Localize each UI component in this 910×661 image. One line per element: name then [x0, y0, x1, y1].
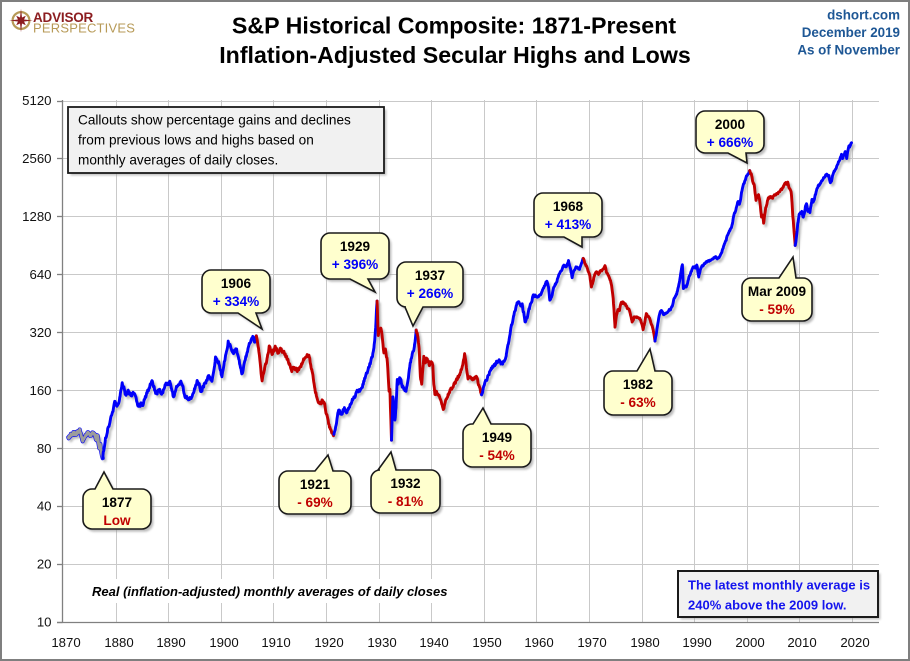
svg-text:+ 334%: + 334% [213, 294, 259, 309]
svg-text:1982: 1982 [623, 377, 654, 392]
svg-text:1920: 1920 [314, 635, 343, 650]
svg-text:1930: 1930 [367, 635, 396, 650]
svg-text:80: 80 [37, 441, 52, 456]
svg-text:- 81%: - 81% [388, 494, 424, 509]
svg-text:640: 640 [29, 267, 51, 282]
svg-text:2000: 2000 [735, 635, 764, 650]
svg-text:+ 413%: + 413% [545, 217, 591, 232]
svg-text:Low: Low [103, 513, 131, 528]
svg-text:2000: 2000 [715, 117, 745, 132]
svg-text:1940: 1940 [419, 635, 448, 650]
svg-text:+ 266%: + 266% [407, 286, 453, 301]
svg-text:The latest monthly average is: The latest monthly average is [688, 578, 870, 593]
svg-text:As of November: As of November [797, 43, 900, 58]
svg-text:1937: 1937 [415, 268, 445, 283]
svg-text:Mar 2009: Mar 2009 [748, 284, 807, 299]
svg-text:2560: 2560 [22, 151, 51, 166]
svg-text:1921: 1921 [300, 477, 331, 492]
svg-text:Real (inflation-adjusted) mont: Real (inflation-adjusted) monthly averag… [92, 584, 447, 599]
svg-text:1932: 1932 [390, 476, 421, 491]
svg-text:monthly averages of daily clo: monthly averages of daily closes. [78, 153, 278, 168]
svg-text:1870: 1870 [51, 635, 80, 650]
svg-text:dshort.com: dshort.com [827, 8, 900, 23]
svg-text:from previous lows and highs: from previous lows and highs based on [78, 133, 314, 148]
svg-text:1280: 1280 [22, 209, 51, 224]
svg-text:+ 666%: + 666% [707, 135, 753, 150]
svg-text:- 63%: - 63% [620, 395, 656, 410]
svg-text:1980: 1980 [630, 635, 659, 650]
svg-text:December 2019: December 2019 [802, 25, 900, 40]
svg-text:1990: 1990 [682, 635, 711, 650]
svg-text:PERSPECTIVES: PERSPECTIVES [33, 21, 135, 36]
svg-text:10: 10 [37, 615, 52, 630]
svg-text:1877: 1877 [102, 495, 132, 510]
svg-text:S&P Historical Composite: 1871: S&P Historical Composite: 1871-Present [232, 13, 676, 39]
svg-text:Inflation-Adjusted Secular Hig: Inflation-Adjusted Secular Highs and Low… [219, 42, 691, 68]
svg-text:20: 20 [37, 557, 52, 572]
svg-text:1906: 1906 [221, 276, 252, 291]
svg-text:- 54%: - 54% [479, 448, 515, 463]
svg-text:240% above the 2009 low.: 240% above the 2009 low. [688, 598, 846, 613]
svg-text:1970: 1970 [577, 635, 606, 650]
svg-text:1968: 1968 [553, 199, 584, 214]
svg-text:2010: 2010 [787, 635, 816, 650]
svg-text:1900: 1900 [209, 635, 238, 650]
svg-text:+ 396%: + 396% [332, 257, 378, 272]
svg-text:320: 320 [29, 325, 51, 340]
svg-text:ADVISOR: ADVISOR [33, 10, 94, 25]
svg-text:1950: 1950 [472, 635, 501, 650]
svg-text:1880: 1880 [104, 635, 133, 650]
svg-text:- 69%: - 69% [297, 495, 333, 510]
svg-text:1960: 1960 [524, 635, 553, 650]
svg-text:Callouts show percentage gains: Callouts show percentage gains and decli… [78, 113, 351, 128]
svg-text:1910: 1910 [261, 635, 290, 650]
svg-text:1929: 1929 [340, 239, 371, 254]
svg-text:5120: 5120 [22, 93, 51, 108]
svg-text:2020: 2020 [840, 635, 869, 650]
svg-text:- 59%: - 59% [759, 302, 795, 317]
svg-text:1890: 1890 [156, 635, 185, 650]
svg-text:40: 40 [37, 499, 52, 514]
svg-text:1949: 1949 [482, 430, 513, 445]
svg-text:160: 160 [29, 383, 51, 398]
